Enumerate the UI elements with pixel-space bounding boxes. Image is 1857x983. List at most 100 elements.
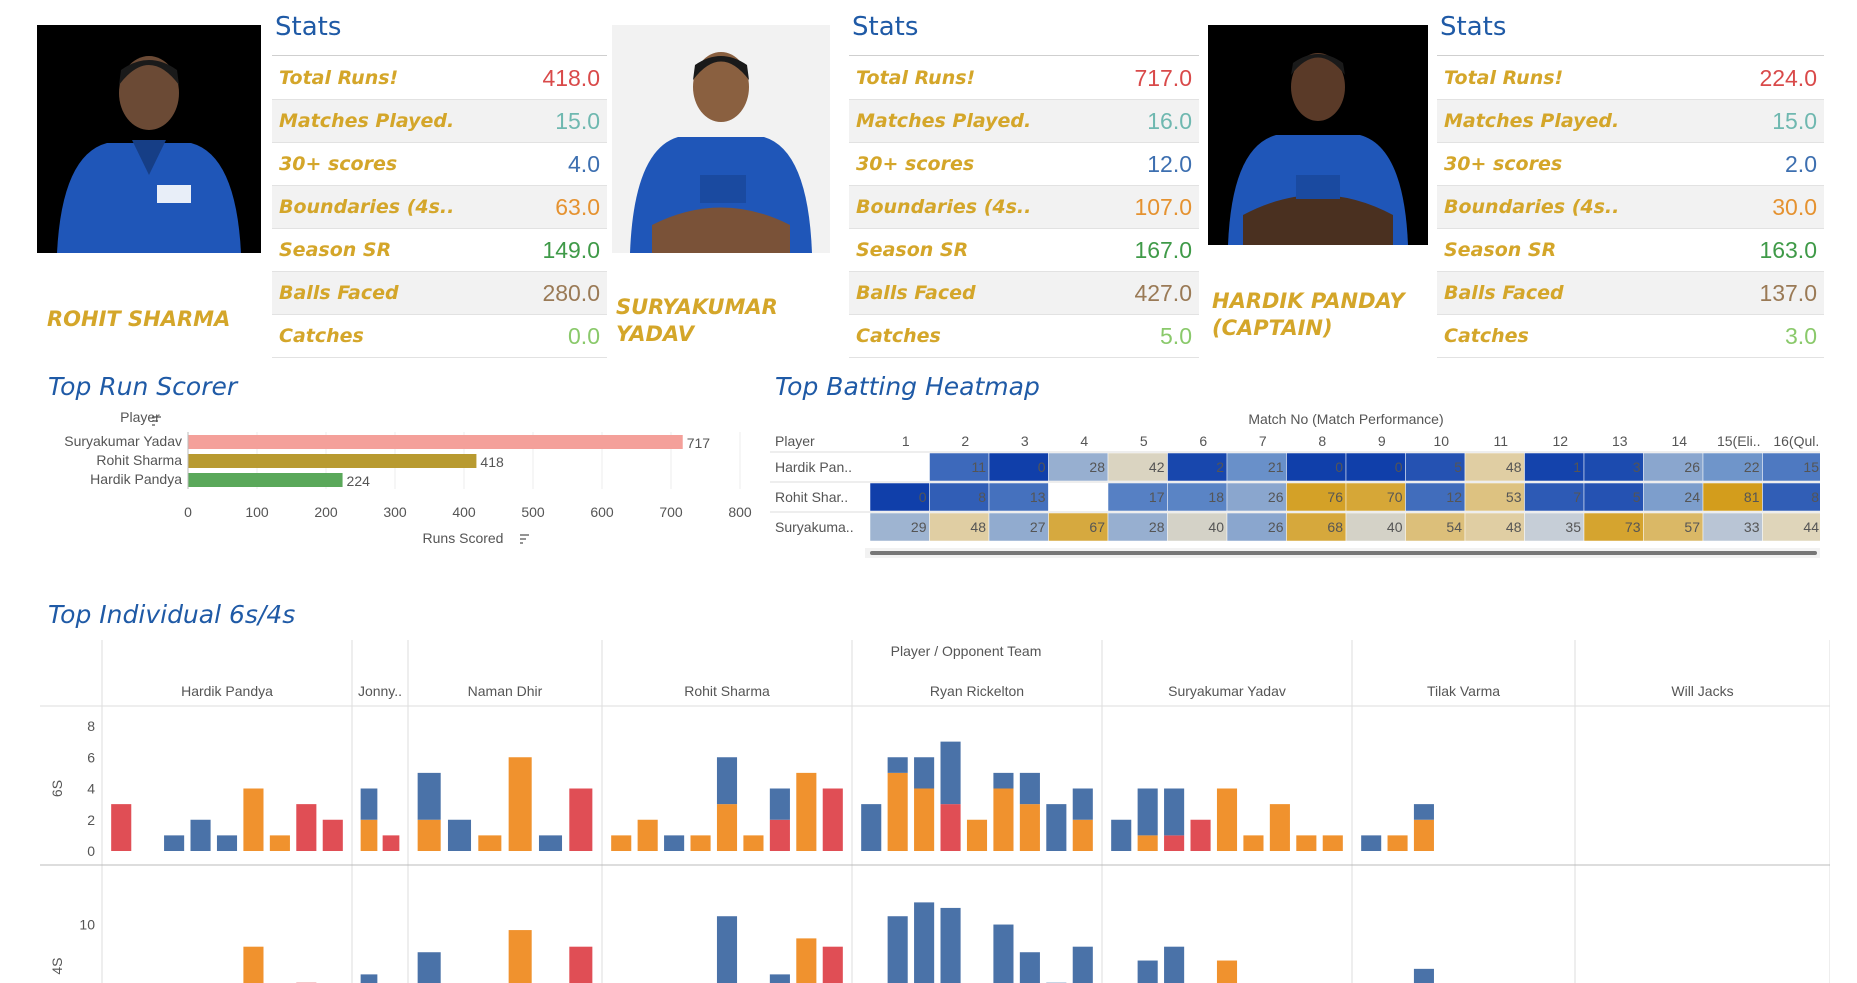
stats-title: Stats bbox=[1440, 12, 1507, 42]
stat-row: Season SR 149.0 bbox=[272, 229, 607, 272]
heatmap-value: 48 bbox=[1506, 459, 1522, 475]
heatmap-value: 8 bbox=[978, 489, 986, 505]
player-name: HARDIK PANDAY (CAPTAIN) bbox=[1212, 289, 1405, 340]
bar-4s bbox=[1137, 960, 1158, 983]
bar bbox=[188, 473, 343, 487]
stat-value: 427.0 bbox=[1134, 279, 1192, 306]
bar-6s bbox=[360, 788, 378, 820]
heatmap-value: 2 bbox=[1216, 459, 1224, 475]
heatmap-cell bbox=[1286, 512, 1347, 542]
stat-value: 717.0 bbox=[1134, 64, 1192, 91]
player-name: SURYAKUMAR YADAV bbox=[616, 295, 778, 346]
heatmap-column-label: 7 bbox=[1259, 433, 1267, 449]
stat-row: Balls Faced 280.0 bbox=[272, 272, 607, 315]
stat-row: Balls Faced 137.0 bbox=[1437, 272, 1824, 315]
stats-title: Stats bbox=[852, 12, 919, 42]
bar-6s bbox=[508, 757, 532, 851]
bar-6s bbox=[1137, 835, 1158, 851]
heatmap-cell bbox=[1464, 452, 1525, 482]
y-tick-label: 10 bbox=[79, 917, 95, 933]
bar-6s bbox=[861, 804, 882, 851]
heatmap-column-label: 11 bbox=[1493, 433, 1508, 449]
heatmap-cell bbox=[1702, 482, 1763, 512]
heatmap-cell bbox=[1583, 512, 1644, 542]
heatmap-column-label: 9 bbox=[1378, 433, 1386, 449]
bar-6s bbox=[1137, 788, 1158, 836]
heatmap-column-label: 6 bbox=[1199, 433, 1207, 449]
bar-6s bbox=[296, 804, 317, 851]
stat-label: Balls Faced bbox=[856, 282, 976, 304]
heatmap-row-label: Suryakuma.. bbox=[775, 519, 854, 535]
stat-value: 63.0 bbox=[555, 193, 600, 220]
heatmap-cell bbox=[929, 452, 990, 482]
bar-4s bbox=[1019, 952, 1040, 983]
stat-row: Boundaries (4s.. 63.0 bbox=[272, 186, 607, 229]
stats-divider bbox=[272, 55, 607, 56]
stat-row: Catches 0.0 bbox=[272, 315, 607, 358]
bar-6s bbox=[887, 757, 908, 773]
bar-6s bbox=[993, 772, 1014, 789]
heatmap-column-label: 10 bbox=[1433, 433, 1449, 449]
bar-4s bbox=[1164, 946, 1185, 983]
y-tick-label: 0 bbox=[87, 843, 95, 859]
bar-4s bbox=[887, 916, 908, 983]
bar bbox=[188, 435, 683, 449]
stat-label: Catches bbox=[279, 325, 364, 347]
top-individual-title: Top Individual 6s/4s bbox=[48, 600, 296, 629]
bar-6s bbox=[1269, 804, 1290, 851]
heatmap-cell bbox=[1464, 482, 1525, 512]
heatmap-cell bbox=[1524, 482, 1585, 512]
group-label: Hardik Pandya bbox=[181, 683, 273, 699]
sixes-fours-chart: Player / Opponent Team Hardik Pandya Jonny… bbox=[40, 640, 1830, 983]
bar-6s bbox=[569, 788, 593, 851]
bar-6s bbox=[1361, 835, 1382, 851]
stat-label: Season SR bbox=[856, 239, 969, 261]
heatmap-column-label: 12 bbox=[1552, 433, 1568, 449]
sort-icon bbox=[520, 534, 529, 544]
stat-label: Total Runs! bbox=[279, 67, 399, 89]
group-label: Will Jacks bbox=[1671, 683, 1733, 699]
bar-6s bbox=[111, 804, 132, 851]
heatmap-value: 48 bbox=[970, 519, 986, 535]
heatmap-column-label: 5 bbox=[1140, 433, 1148, 449]
stat-row: Matches Played. 15.0 bbox=[1437, 100, 1824, 143]
stat-label: Balls Faced bbox=[279, 282, 399, 304]
heatmap-column-label: 13 bbox=[1612, 433, 1628, 449]
heatmap-value: 21 bbox=[1268, 459, 1284, 475]
stat-value: 15.0 bbox=[555, 107, 600, 134]
stat-value: 3.0 bbox=[1785, 322, 1817, 349]
bar-6s bbox=[716, 757, 738, 805]
bar-6s bbox=[1216, 788, 1238, 851]
player-photo-hardik bbox=[1208, 25, 1428, 245]
bar bbox=[188, 454, 477, 468]
stat-label: 30+ scores bbox=[279, 153, 398, 175]
heatmap-column-label: 2 bbox=[961, 433, 969, 449]
heatmap-value: 68 bbox=[1327, 519, 1343, 535]
bar-6s bbox=[769, 788, 790, 820]
bar-6s bbox=[1243, 835, 1264, 851]
bar-6s bbox=[382, 835, 400, 851]
stat-row: Total Runs! 418.0 bbox=[272, 57, 607, 100]
player-silhouette-icon bbox=[57, 56, 241, 253]
stat-label: Catches bbox=[1444, 325, 1529, 347]
y-tick-label: 8 bbox=[87, 718, 95, 734]
facet-header: Player / Opponent Team bbox=[891, 643, 1042, 659]
x-tick-label: 500 bbox=[521, 504, 545, 520]
stat-row: 30+ scores 12.0 bbox=[849, 143, 1199, 186]
heatmap-cell bbox=[1405, 482, 1466, 512]
stat-label: Total Runs! bbox=[1444, 67, 1564, 89]
stat-value: 0.0 bbox=[568, 322, 600, 349]
stats-table-suryakumar: Total Runs! 717.0 Matches Played. 16.0 30+… bbox=[849, 57, 1199, 358]
bar-4s bbox=[508, 930, 532, 983]
heatmap-column-header: Match No (Match Performance) bbox=[1248, 411, 1443, 427]
heatmap-value: 81 bbox=[1744, 489, 1760, 505]
y-tick-label: 2 bbox=[87, 812, 95, 828]
bar-6s bbox=[1322, 835, 1343, 851]
panel-label-4s: 4S bbox=[49, 958, 65, 975]
bar-6s bbox=[164, 835, 185, 851]
stat-label: Season SR bbox=[279, 239, 392, 261]
heatmap-value: 73 bbox=[1625, 519, 1641, 535]
stats-divider bbox=[849, 55, 1199, 56]
bar-6s bbox=[743, 835, 764, 851]
heatmap-cell bbox=[1583, 482, 1644, 512]
